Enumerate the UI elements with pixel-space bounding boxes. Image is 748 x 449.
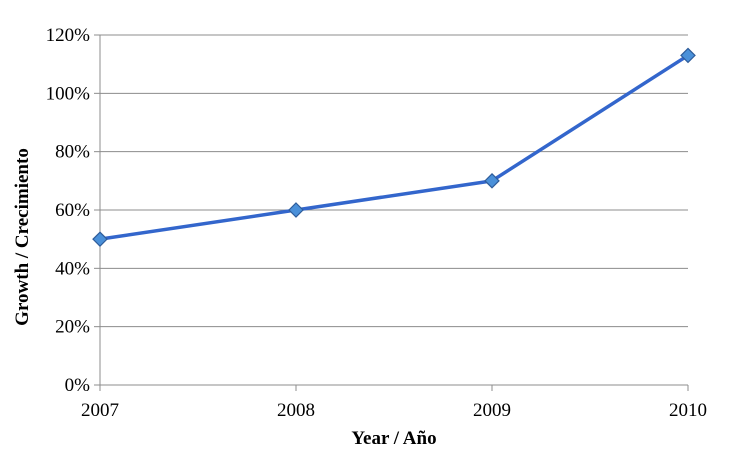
series-line [99,53,689,241]
y-axis-title: Growth / Crecimiento [12,148,33,326]
data-point-marker [484,172,500,189]
data-point-markers [92,47,696,248]
data-point-marker [680,47,696,64]
data-point-marker [288,202,304,218]
y-tick-label: 80% [55,142,90,163]
data-point-marker [92,231,108,248]
y-tick-label: 100% [46,83,91,104]
y-tick-labels: 0% 20% 40% 60% 80% 100% 120% [46,25,91,396]
x-tick-label: 2008 [277,400,315,421]
x-tick-labels: 2007 2008 2009 2010 [81,400,707,421]
y-tick-label: 20% [55,317,90,338]
series-lines [99,53,689,241]
y-tick-label: 0% [65,375,91,396]
y-tick-label: 40% [55,258,90,279]
axes [94,34,689,391]
gridlines [100,34,688,328]
x-tick-label: 2009 [473,400,511,421]
y-tick-label: 60% [55,200,90,221]
x-axis-title: Year / Año [351,428,436,449]
y-tick-label: 120% [46,25,91,46]
x-tick-label: 2010 [669,400,707,421]
x-tick-label: 2007 [81,400,119,421]
